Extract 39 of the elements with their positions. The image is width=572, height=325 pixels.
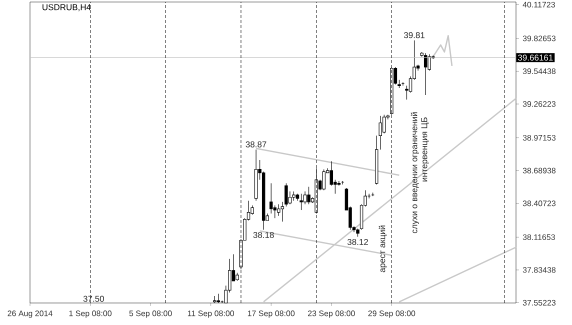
- annotation: 38.12: [347, 238, 368, 245]
- y-tick-label: 39.26223: [522, 101, 556, 107]
- annotation: интервенция ЦБ: [421, 117, 429, 182]
- ref-line-label: 39.66161: [518, 54, 553, 61]
- annotation: 38.87: [246, 141, 266, 148]
- candlestick: [322, 169, 326, 191]
- x-tick-label: 1 Sep 08:00: [69, 310, 112, 318]
- candlestick: [330, 160, 334, 186]
- annotation: 39.81: [404, 32, 424, 38]
- y-tick-label: 38.11653: [522, 234, 555, 240]
- x-tick-label: 5 Sep 08:00: [129, 310, 172, 318]
- candlestick: [382, 114, 386, 134]
- annotation: арест акций: [378, 226, 387, 272]
- candlestick: [280, 202, 284, 222]
- candlestick: [292, 191, 296, 202]
- x-tick-label: 29 Sep 08:00: [368, 310, 416, 318]
- y-tick-label: 37.55223: [522, 300, 556, 306]
- candlestick: [303, 191, 307, 205]
- x-tick-label: 26 Aug 2014: [8, 310, 52, 318]
- y-tick-label: 38.97153: [522, 134, 556, 141]
- y-tick-label: 39.54438: [522, 68, 556, 74]
- y-tick-label: 37.83438: [522, 267, 556, 273]
- candlestick: [424, 52, 428, 96]
- candlestick: [284, 183, 288, 207]
- annotation: 37.50: [83, 296, 104, 302]
- y-tick-label: 38.40723: [522, 200, 556, 206]
- chart-title: USDRUB,H4: [42, 4, 91, 12]
- candlestick: [270, 183, 273, 214]
- y-tick-label: 39.82653: [522, 36, 556, 42]
- annotation: слухи о введении ограничений: [410, 112, 419, 234]
- y-tick-label: 38.68938: [522, 168, 556, 174]
- annotation: 38.18: [253, 232, 274, 238]
- candlestick: [307, 186, 310, 205]
- y-tick-label: 40.11723: [522, 2, 555, 8]
- x-tick-label: 11 Sep 08:00: [188, 310, 234, 318]
- x-tick-label: 17 Sep 08:00: [248, 310, 295, 318]
- candlestick: [337, 180, 341, 186]
- x-tick-label: 23 Sep 08:00: [308, 310, 355, 318]
- candlestick: [300, 193, 303, 210]
